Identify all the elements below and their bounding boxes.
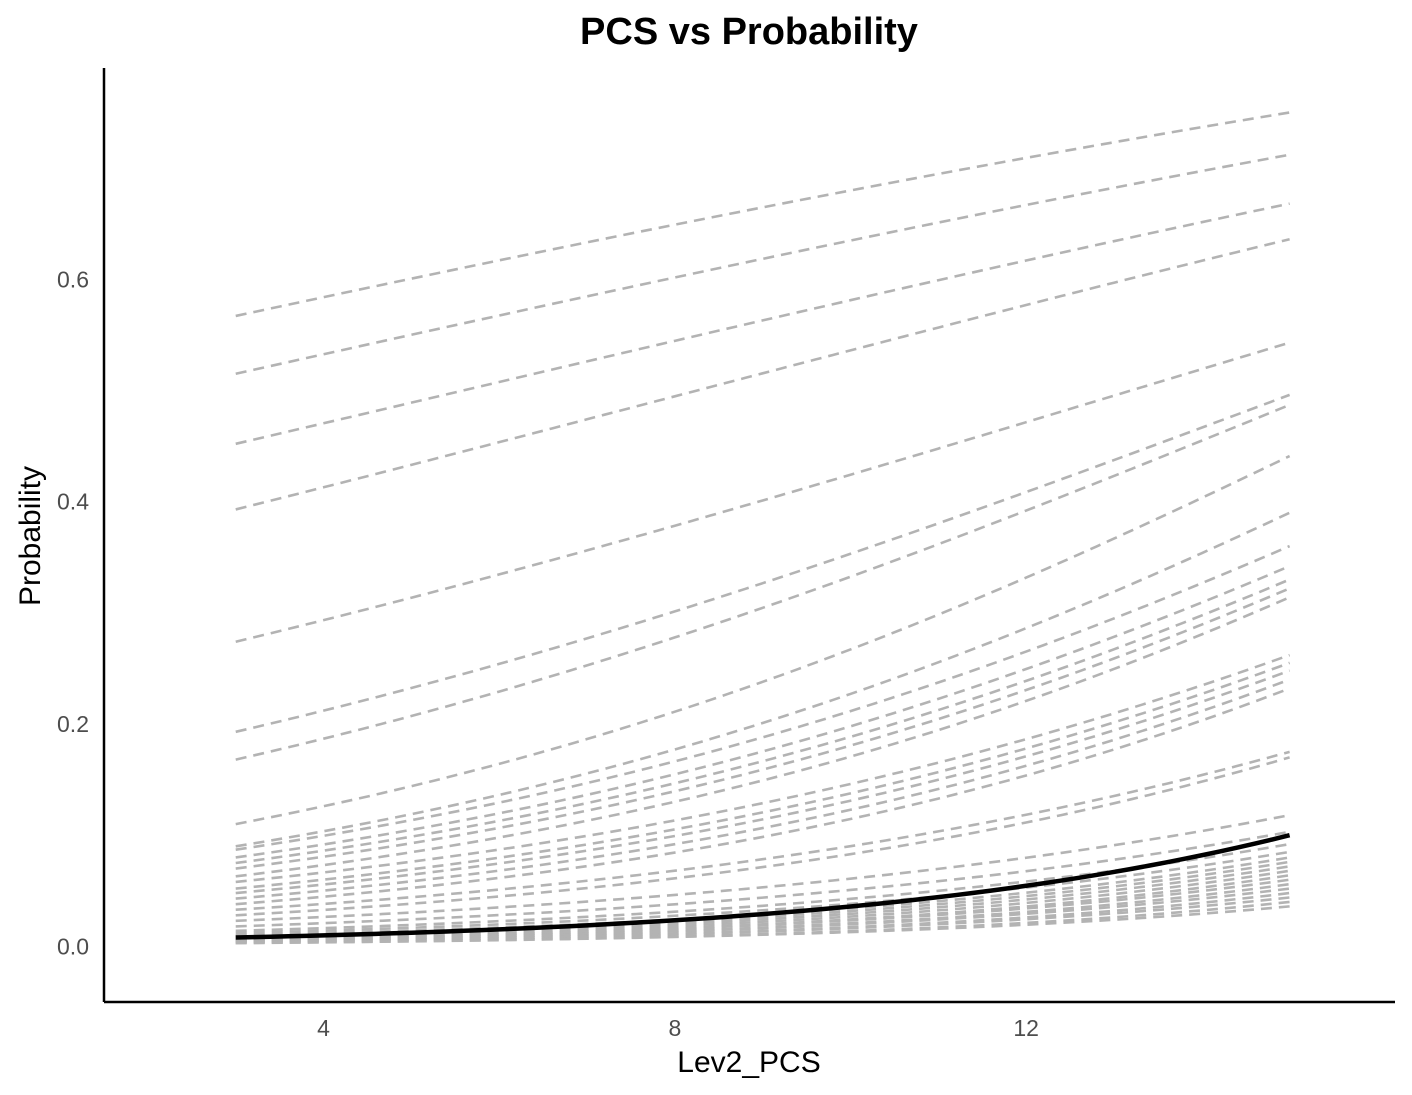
series-line-dashed bbox=[235, 842, 1290, 933]
series-line-dashed bbox=[235, 830, 1290, 928]
x-tick-labels: 4 8 12 bbox=[317, 1015, 1039, 1041]
x-tick-label: 8 bbox=[668, 1015, 681, 1041]
y-tick-label: 0.0 bbox=[57, 933, 89, 959]
series-line-dashed bbox=[235, 869, 1290, 940]
series-line-dashed bbox=[235, 865, 1290, 939]
series-line-dashed bbox=[235, 111, 1290, 318]
series-line-dashed bbox=[235, 511, 1291, 848]
series-line-dashed bbox=[235, 596, 1291, 878]
series-line-dashed bbox=[235, 393, 1291, 734]
series-line-dashed bbox=[235, 896, 1290, 944]
series-line-dashed bbox=[235, 669, 1291, 895]
series-line-dashed bbox=[235, 860, 1290, 938]
chart-title: PCS vs Probability bbox=[580, 11, 918, 53]
y-tick-label: 0.4 bbox=[57, 489, 89, 515]
series-line-dashed bbox=[235, 587, 1291, 870]
series-line-dashed bbox=[235, 653, 1291, 884]
series-line-dashed bbox=[235, 454, 1291, 826]
series-line-dashed bbox=[235, 661, 1291, 890]
x-tick-label: 12 bbox=[1013, 1015, 1039, 1041]
series-line-dashed bbox=[235, 578, 1291, 865]
series-line-dashed bbox=[235, 750, 1290, 912]
x-axis-label: Lev2_PCS bbox=[677, 1046, 820, 1079]
series-layer bbox=[235, 111, 1291, 945]
series-line-dashed bbox=[235, 850, 1290, 935]
series-line-solid bbox=[235, 833, 1291, 940]
series-line-dashed bbox=[235, 687, 1291, 906]
series-line-dashed bbox=[235, 564, 1291, 859]
series-line-dashed bbox=[235, 237, 1290, 511]
x-tick-label: 4 bbox=[317, 1015, 330, 1041]
series-line-dashed bbox=[235, 678, 1291, 900]
y-tick-labels: 0.0 0.2 0.4 0.6 bbox=[57, 266, 89, 959]
y-tick-label: 0.6 bbox=[57, 266, 89, 292]
series-line-dashed bbox=[235, 878, 1290, 942]
series-line-dashed bbox=[235, 905, 1290, 945]
y-axis-label: Probability bbox=[14, 466, 47, 606]
series-line-dashed bbox=[235, 813, 1290, 923]
y-tick-label: 0.2 bbox=[57, 711, 89, 737]
series-line-dashed bbox=[235, 341, 1290, 644]
series-line-dashed bbox=[235, 544, 1291, 851]
series-line-dashed bbox=[235, 887, 1290, 943]
series-line-dashed bbox=[235, 153, 1290, 376]
series-line-dashed bbox=[235, 202, 1290, 446]
series-line-dashed bbox=[235, 756, 1290, 917]
series-line-dashed bbox=[235, 403, 1291, 761]
